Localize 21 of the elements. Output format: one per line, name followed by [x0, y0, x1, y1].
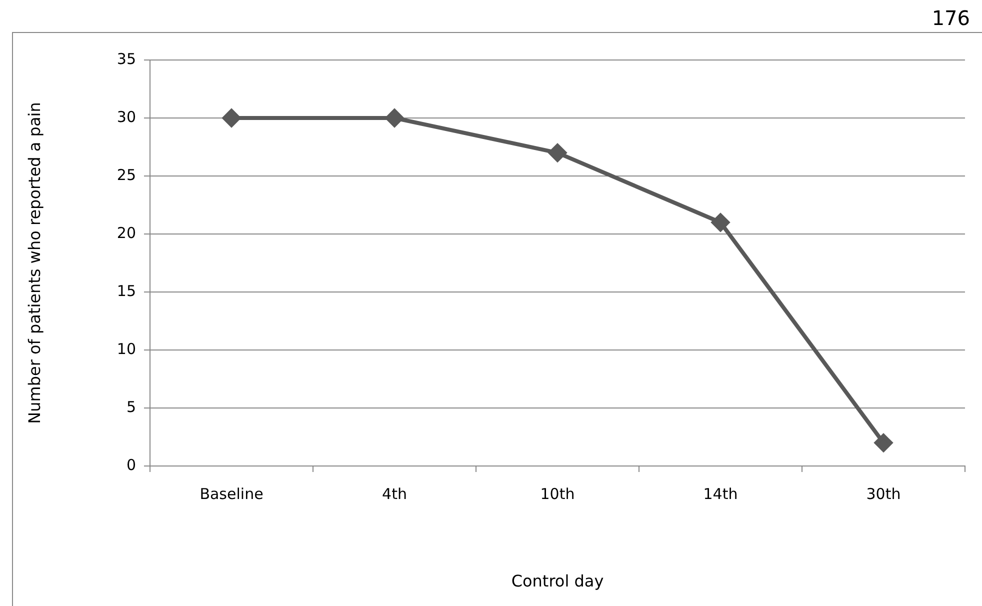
point	[222, 109, 240, 127]
y-tick-label: 30	[116, 108, 136, 126]
x-tick-label: 30th	[866, 484, 901, 503]
x-tick-label: Baseline	[200, 484, 264, 503]
point	[712, 213, 730, 232]
y-tick-label: 15	[116, 282, 136, 300]
x-tick-label: 10th	[540, 484, 575, 503]
point	[874, 434, 892, 452]
x-tick-label: 14th	[703, 484, 738, 503]
point	[386, 109, 404, 127]
y-axis-title: Number of patients who reported a pain	[24, 102, 44, 424]
y-tick-label: 5	[126, 398, 136, 416]
text: 176	[932, 6, 970, 30]
y-tick-label: 10	[116, 340, 136, 358]
y-tick-label: 20	[116, 224, 136, 242]
x-tick-label: 4th	[382, 484, 407, 503]
y-tick-label: 25	[116, 166, 136, 184]
point	[548, 144, 566, 162]
y-tick-label: 35	[116, 50, 136, 68]
x-axis-title: Control day	[511, 572, 604, 591]
y-tick-label: 0	[126, 456, 136, 474]
